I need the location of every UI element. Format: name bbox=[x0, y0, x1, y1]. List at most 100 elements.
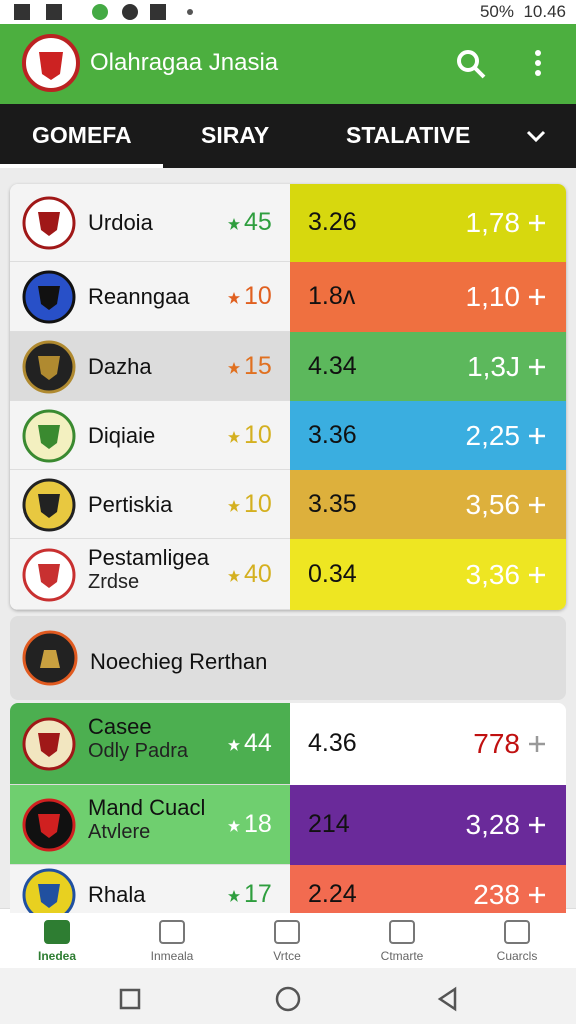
odds: 4.34 bbox=[308, 351, 357, 380]
team-logo bbox=[22, 548, 76, 607]
star-icon bbox=[228, 569, 240, 587]
add-icon bbox=[528, 816, 546, 839]
add-icon bbox=[528, 496, 546, 519]
row-value bbox=[290, 332, 566, 401]
team-name[interactable]: Rhala bbox=[88, 882, 146, 907]
value: 3,56 bbox=[465, 488, 521, 520]
odds: 4.36 bbox=[308, 729, 357, 757]
rank: 40 bbox=[244, 559, 272, 588]
star-icon bbox=[228, 889, 240, 907]
nav-label[interactable]: Vrtce bbox=[273, 949, 301, 963]
value: 238 bbox=[473, 879, 520, 910]
section-title: Noechieg Rerthan bbox=[90, 649, 268, 674]
menu-icon[interactable] bbox=[530, 48, 546, 80]
nav-icon bbox=[156, 915, 188, 952]
star-icon bbox=[228, 291, 240, 309]
team-logo bbox=[22, 409, 76, 468]
team-name[interactable]: Mand Cuacl bbox=[88, 795, 206, 820]
tab[interactable]: STALATIVE bbox=[346, 122, 471, 148]
add-icon bbox=[528, 886, 546, 909]
section-card bbox=[10, 616, 566, 700]
tab[interactable]: SIRAY bbox=[201, 122, 270, 148]
system-nav bbox=[0, 968, 576, 1024]
app-bar bbox=[0, 24, 576, 104]
rank: 44 bbox=[244, 729, 272, 757]
rank: 45 bbox=[244, 208, 272, 236]
team-logo bbox=[22, 196, 76, 255]
nav-icon bbox=[501, 915, 533, 952]
team-name[interactable]: Pertiskia bbox=[88, 491, 173, 517]
odds: 1.8ʌ bbox=[308, 282, 356, 310]
add-icon bbox=[528, 735, 546, 758]
nav-icon bbox=[41, 915, 73, 952]
star-icon bbox=[228, 361, 240, 379]
star-icon bbox=[228, 499, 240, 517]
team-logo bbox=[22, 717, 76, 776]
odds: 0.34 bbox=[308, 559, 357, 588]
team-logo bbox=[22, 340, 76, 399]
section-logo bbox=[22, 630, 78, 691]
status-icons bbox=[14, 3, 194, 26]
clock: 10.46 bbox=[523, 2, 566, 21]
tab-bar bbox=[0, 104, 576, 168]
row-value bbox=[290, 785, 566, 865]
add-icon bbox=[528, 214, 546, 237]
team-logo bbox=[22, 270, 76, 329]
value: 2,25 bbox=[465, 419, 521, 451]
star-icon bbox=[228, 819, 240, 837]
odds: 2.24 bbox=[308, 880, 357, 908]
row-value bbox=[290, 703, 566, 785]
app-title: Olahragaa Jnasia bbox=[90, 49, 279, 76]
row-value bbox=[290, 539, 566, 610]
add-icon bbox=[528, 566, 546, 589]
team-name[interactable]: Diqiaie bbox=[88, 422, 156, 448]
rank: 10 bbox=[244, 282, 272, 310]
value: 3,36 bbox=[465, 558, 521, 590]
value: 3,28 bbox=[465, 809, 521, 840]
nav-icon bbox=[271, 915, 303, 952]
nav-icon bbox=[386, 915, 418, 952]
value: 1,10 bbox=[465, 281, 521, 312]
search-icon[interactable] bbox=[455, 48, 487, 80]
nav-label[interactable]: Inedea bbox=[37, 949, 76, 963]
rank: 17 bbox=[244, 880, 272, 908]
odds: 3.35 bbox=[308, 489, 357, 518]
nav-label[interactable]: Ctmarte bbox=[380, 949, 424, 963]
list-card: Casee Odly Padra 44 4.36 778 Mand Cuacl Atvler… bbox=[10, 703, 566, 913]
nav-label[interactable]: Cuarcls bbox=[496, 949, 538, 963]
row-value bbox=[290, 865, 566, 913]
odds: 214 bbox=[308, 810, 350, 838]
odds: 3.26 bbox=[308, 208, 357, 236]
rank: 10 bbox=[244, 489, 272, 518]
battery: 50% bbox=[479, 2, 514, 21]
star-icon bbox=[228, 738, 240, 756]
add-icon bbox=[528, 358, 546, 381]
star-icon bbox=[228, 217, 240, 235]
team-name[interactable]: Pestamligea bbox=[88, 544, 210, 570]
nav-bar: Inedea Inmeala Vrtce Ctmarte Cuarcls bbox=[0, 908, 576, 968]
value: 778 bbox=[473, 728, 520, 759]
team-name[interactable]: Dazha bbox=[88, 353, 152, 379]
team-subtitle: Atvlere bbox=[88, 821, 151, 843]
team-name[interactable]: Urdoia bbox=[88, 210, 153, 235]
list-card: Urdoia 45 3.26 1,78 Reanngaa 10 1.8ʌ 1,10 Dazha 1… bbox=[10, 184, 566, 610]
row-value bbox=[290, 470, 566, 539]
team-name[interactable]: Reanngaa bbox=[88, 284, 190, 309]
system-buttons bbox=[119, 986, 457, 1012]
rank: 10 bbox=[244, 420, 272, 449]
team-subtitle: Odly Padra bbox=[88, 740, 189, 762]
tab-more[interactable] bbox=[524, 126, 548, 146]
team-logo bbox=[22, 868, 76, 913]
value: 1,3J bbox=[467, 350, 520, 382]
tab[interactable]: GOMEFA bbox=[32, 122, 132, 148]
team-logo bbox=[22, 478, 76, 537]
team-subtitle: Zrdse bbox=[88, 570, 140, 593]
app-logo bbox=[22, 34, 80, 92]
row-value bbox=[290, 401, 566, 470]
team-logo bbox=[22, 798, 76, 857]
odds: 3.36 bbox=[308, 420, 357, 449]
nav-label[interactable]: Inmeala bbox=[150, 949, 194, 963]
team-name[interactable]: Casee bbox=[88, 714, 152, 739]
rank: 15 bbox=[244, 351, 272, 380]
